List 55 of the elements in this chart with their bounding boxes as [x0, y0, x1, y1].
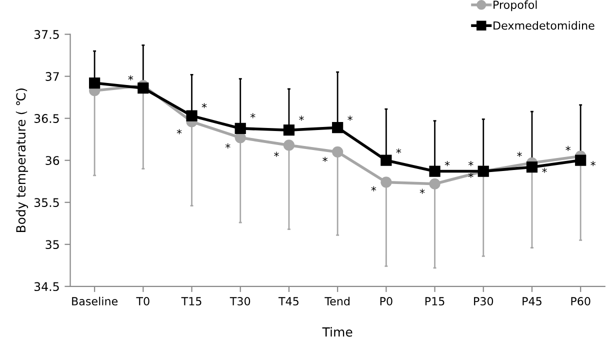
legend-label: Dexmedetomidine: [494, 21, 594, 30]
x-tick-label: T0: [136, 297, 150, 306]
x-tick-label: T15: [181, 297, 202, 306]
point: [89, 77, 100, 89]
x-tick-label: Tend: [324, 296, 350, 306]
annotation: *: [396, 148, 402, 154]
x-tick-label: Baseline: [72, 296, 118, 306]
x-tick-label: P30: [474, 297, 494, 306]
annotation: *: [566, 146, 571, 151]
annotation: *: [468, 161, 474, 166]
legend-label: Propofol: [494, 0, 537, 12]
annotation: *: [444, 161, 450, 166]
y-tick-label: 36: [46, 156, 60, 166]
x-tick-label: P0: [380, 297, 392, 306]
x-tick-label: T45: [278, 297, 298, 306]
point: [332, 146, 344, 158]
annotation: *: [542, 168, 547, 173]
x-tick-label: P15: [425, 297, 444, 306]
point: [380, 176, 392, 188]
point: [332, 122, 344, 134]
annotation: *: [274, 152, 279, 157]
point: [234, 122, 246, 134]
point: [575, 154, 586, 166]
annotation: *: [371, 186, 376, 192]
y-tick-label: 35.5: [34, 198, 59, 208]
annotation: *: [176, 129, 182, 134]
point: [429, 166, 440, 177]
annotation: *: [348, 116, 353, 121]
annotation: *: [322, 156, 328, 162]
annotation: *: [517, 152, 522, 157]
y-tick-label: 36.5: [34, 114, 59, 123]
point: [186, 110, 198, 122]
point: [283, 124, 295, 136]
point: [283, 140, 295, 151]
point: [526, 162, 538, 173]
y-tick-label: 37: [46, 72, 59, 81]
annotation: *: [225, 143, 230, 148]
point: [429, 178, 440, 190]
annotation: *: [128, 75, 134, 80]
y-tick-label: 35: [46, 240, 59, 250]
annotation: *: [590, 161, 596, 166]
annotation: *: [420, 188, 425, 194]
x-tick-label: P45: [522, 297, 542, 306]
annotation: *: [468, 172, 474, 178]
point: [380, 154, 392, 166]
annotation: *: [299, 116, 304, 121]
y-axis-title: Body temperature ( ℃): [16, 88, 28, 232]
y-tick-label: 37.5: [34, 30, 59, 39]
x-tick-label: T30: [230, 297, 250, 306]
annotation: *: [250, 113, 256, 118]
x-tick-label: P60: [571, 297, 590, 306]
point: [138, 82, 149, 94]
x-axis-title: Time: [322, 327, 352, 337]
y-tick-label: 34.5: [34, 282, 59, 292]
annotation: *: [202, 103, 207, 108]
